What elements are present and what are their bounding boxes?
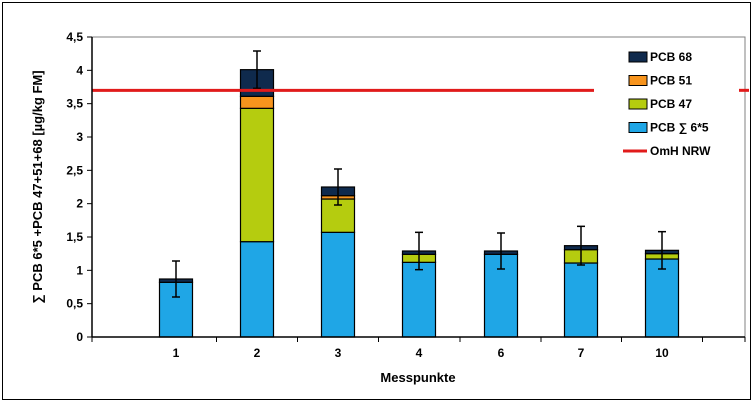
x-tick-label: 4 xyxy=(416,346,423,360)
x-tick-label: 3 xyxy=(335,346,342,360)
legend-label: PCB 51 xyxy=(650,74,692,88)
bar-segment xyxy=(239,241,275,338)
y-axis-title: ∑ PCB 6*5 +PCB 47+51+68 [µg/kg FM] xyxy=(30,70,45,303)
x-tick-label: 10 xyxy=(655,346,669,360)
x-axis-title: Messpunkte xyxy=(380,370,455,385)
legend-label: PCB ∑ 6*5 xyxy=(650,121,709,135)
legend-label: PCB 47 xyxy=(650,97,692,111)
y-tick-label: 1 xyxy=(76,263,83,277)
bar-segment xyxy=(239,107,275,243)
y-tick-label: 0,5 xyxy=(66,297,83,311)
y-tick-label: 0 xyxy=(76,330,83,344)
x-tick-label: 7 xyxy=(578,346,585,360)
bar-segment xyxy=(239,95,275,109)
legend-label: PCB 68 xyxy=(650,50,692,64)
x-tick-label: 6 xyxy=(498,346,505,360)
legend: PCB 68 PCB 51 PCB 47 PCB ∑ 6*5 OmH NRW xyxy=(623,50,711,158)
x-tick-label: 2 xyxy=(254,346,261,360)
y-tick-label: 2,5 xyxy=(66,163,83,177)
legend-swatch xyxy=(628,122,648,133)
legend-label: OmH NRW xyxy=(650,144,711,158)
bar-segment xyxy=(563,262,599,338)
y-tick-label: 4 xyxy=(76,63,83,77)
bar-segment xyxy=(401,261,437,338)
legend-swatch xyxy=(628,51,648,63)
legend-swatch xyxy=(628,98,648,110)
bar-segment xyxy=(320,231,356,338)
bar-segment xyxy=(644,258,680,338)
y-tick-label: 2 xyxy=(76,197,83,211)
y-tick-label: 4,5 xyxy=(66,30,83,44)
y-tick-label: 3,5 xyxy=(66,97,83,111)
x-tick-label: 1 xyxy=(173,346,180,360)
legend-swatch xyxy=(628,75,648,86)
bars xyxy=(158,69,680,338)
y-tick-label: 1,5 xyxy=(66,230,83,244)
y-tick-label: 3 xyxy=(76,130,83,144)
error-bars xyxy=(172,50,666,298)
axes: 0 0,5 1 1,5 2 2,5 3 3,5 4 4,5 1 2 3 4 6 7 10 xyxy=(66,30,746,360)
